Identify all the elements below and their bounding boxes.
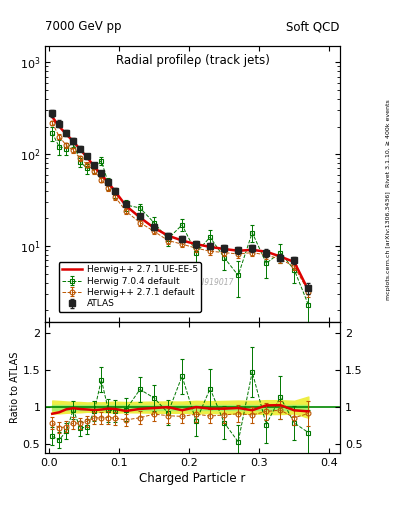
- Herwig++ 2.7.1 UE-EE-5: [180, 238, 184, 244]
- Herwig++ 2.7.1 UE-EE-5: [123, 203, 128, 209]
- Text: 7000 GeV pp: 7000 GeV pp: [45, 20, 122, 33]
- Herwig++ 2.7.1 UE-EE-5: [106, 180, 111, 186]
- Herwig++ 2.7.1 UE-EE-5: [208, 244, 213, 250]
- Herwig++ 2.7.1 UE-EE-5: [222, 246, 226, 252]
- Herwig++ 2.7.1 UE-EE-5: [250, 247, 255, 253]
- Herwig++ 2.7.1 UE-EE-5: [152, 225, 156, 231]
- Y-axis label: Ratio to ATLAS: Ratio to ATLAS: [10, 352, 20, 423]
- Herwig++ 2.7.1 UE-EE-5: [194, 241, 198, 247]
- Line: Herwig++ 2.7.1 UE-EE-5: Herwig++ 2.7.1 UE-EE-5: [52, 117, 309, 290]
- Herwig++ 2.7.1 UE-EE-5: [278, 253, 283, 260]
- Herwig++ 2.7.1 UE-EE-5: [85, 155, 90, 161]
- Herwig++ 2.7.1 UE-EE-5: [306, 287, 311, 293]
- Herwig++ 2.7.1 UE-EE-5: [92, 164, 97, 170]
- Herwig++ 2.7.1 UE-EE-5: [71, 138, 75, 144]
- Text: Radial profileρ (track jets): Radial profileρ (track jets): [116, 54, 270, 68]
- Herwig++ 2.7.1 UE-EE-5: [236, 248, 241, 254]
- Text: ATLAS_2011_I919017: ATLAS_2011_I919017: [151, 277, 234, 286]
- X-axis label: Charged Particle r: Charged Particle r: [140, 472, 246, 485]
- Herwig++ 2.7.1 UE-EE-5: [64, 131, 69, 137]
- Herwig++ 2.7.1 UE-EE-5: [57, 123, 62, 130]
- Text: Soft QCD: Soft QCD: [286, 20, 340, 33]
- Herwig++ 2.7.1 UE-EE-5: [113, 189, 118, 195]
- Text: Rivet 3.1.10, ≥ 400k events: Rivet 3.1.10, ≥ 400k events: [386, 99, 391, 187]
- Herwig++ 2.7.1 UE-EE-5: [166, 232, 171, 239]
- Herwig++ 2.7.1 UE-EE-5: [138, 215, 142, 221]
- Herwig++ 2.7.1 UE-EE-5: [292, 259, 297, 265]
- Herwig++ 2.7.1 UE-EE-5: [264, 249, 269, 255]
- Legend: Herwig++ 2.7.1 UE-EE-5, Herwig 7.0.4 default, Herwig++ 2.7.1 default, ATLAS: Herwig++ 2.7.1 UE-EE-5, Herwig 7.0.4 def…: [59, 262, 201, 312]
- Text: mcplots.cern.ch [arXiv:1306.3436]: mcplots.cern.ch [arXiv:1306.3436]: [386, 191, 391, 300]
- Herwig++ 2.7.1 UE-EE-5: [78, 146, 83, 153]
- Herwig++ 2.7.1 UE-EE-5: [50, 114, 55, 120]
- Herwig++ 2.7.1 UE-EE-5: [99, 172, 104, 178]
